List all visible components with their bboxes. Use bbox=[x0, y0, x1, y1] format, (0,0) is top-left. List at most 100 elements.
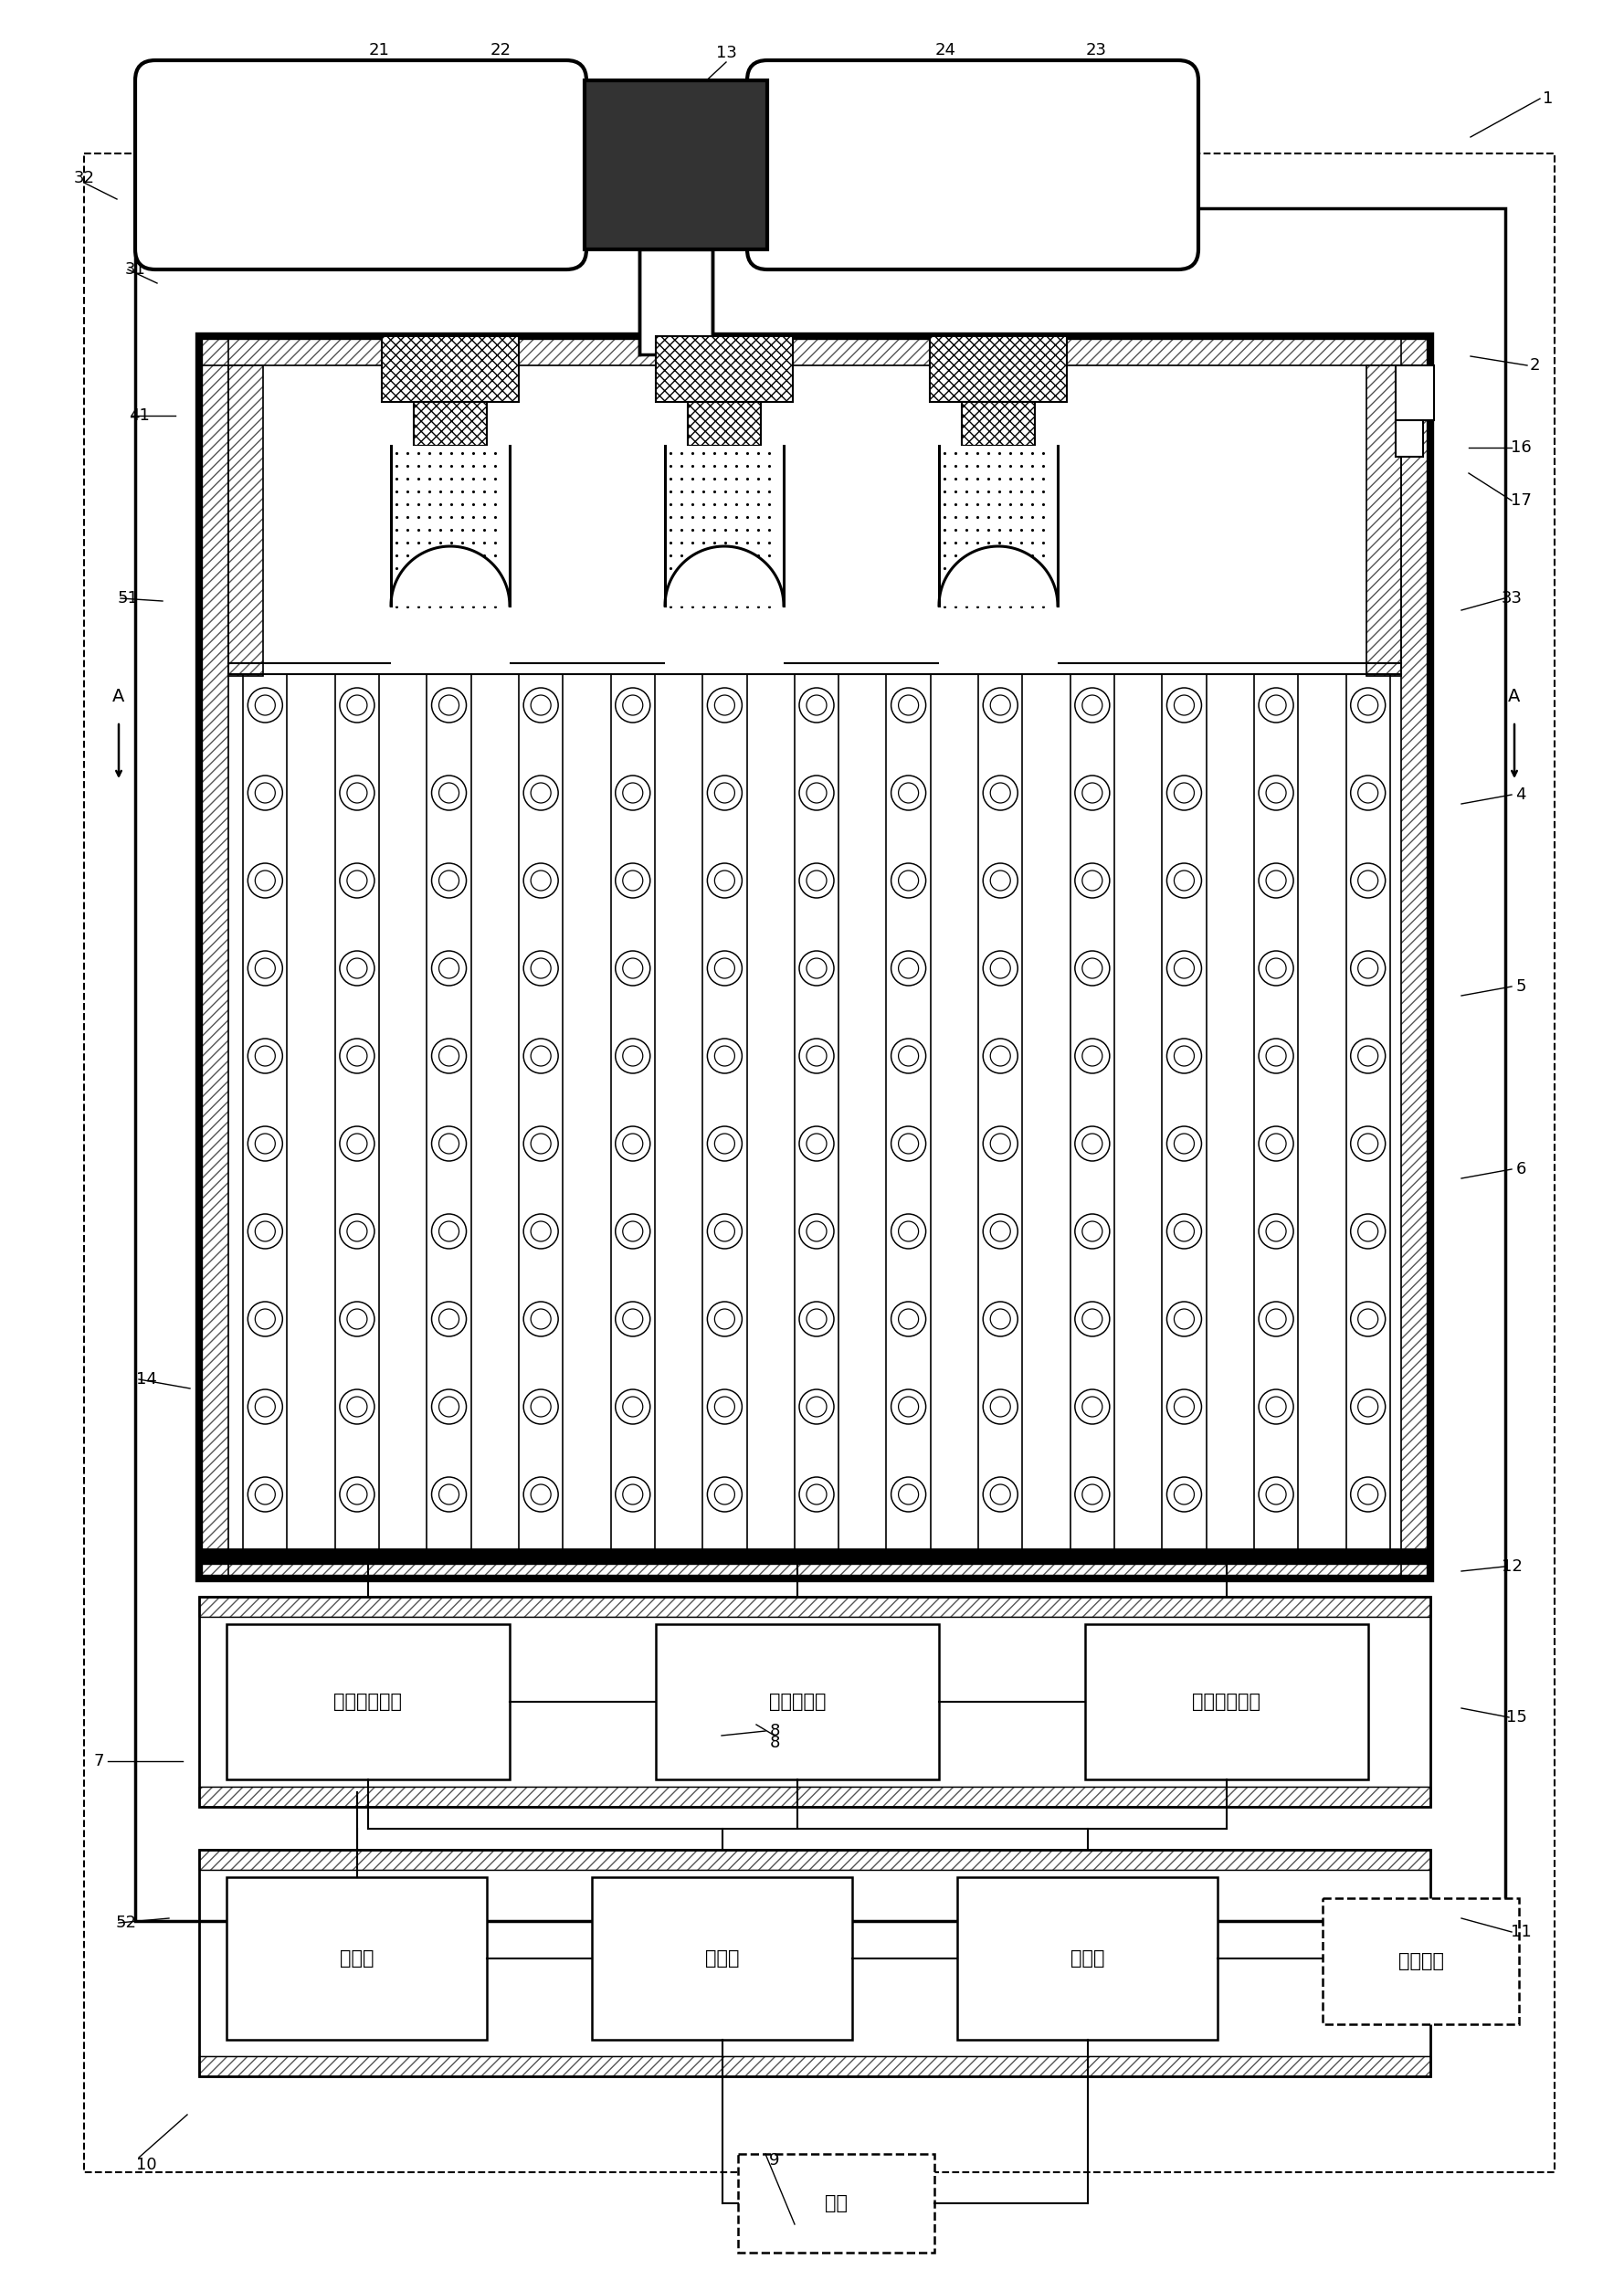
Bar bbox=[1402, 335, 1431, 1578]
Circle shape bbox=[715, 1133, 734, 1154]
Circle shape bbox=[339, 775, 375, 809]
Circle shape bbox=[248, 1040, 283, 1074]
Circle shape bbox=[1267, 958, 1286, 978]
Circle shape bbox=[348, 958, 367, 978]
Circle shape bbox=[1082, 1309, 1103, 1329]
Circle shape bbox=[1174, 958, 1194, 978]
Bar bbox=[229, 365, 263, 675]
Circle shape bbox=[1082, 1484, 1103, 1505]
Circle shape bbox=[1174, 1309, 1194, 1329]
Bar bbox=[664, 447, 784, 666]
Text: 交流电网: 交流电网 bbox=[1398, 1952, 1444, 1970]
Circle shape bbox=[1075, 1040, 1109, 1074]
Circle shape bbox=[1259, 689, 1293, 723]
Circle shape bbox=[1075, 775, 1109, 809]
Circle shape bbox=[339, 1477, 375, 1512]
Circle shape bbox=[523, 1389, 559, 1425]
Circle shape bbox=[1267, 1222, 1286, 1240]
Circle shape bbox=[991, 1484, 1010, 1505]
Bar bbox=[1254, 675, 1298, 1553]
Bar bbox=[591, 1876, 853, 2041]
Circle shape bbox=[248, 1126, 283, 1161]
Bar bbox=[229, 365, 263, 675]
Circle shape bbox=[807, 958, 827, 978]
Circle shape bbox=[1075, 1126, 1109, 1161]
Circle shape bbox=[1166, 951, 1202, 985]
Text: 31: 31 bbox=[125, 262, 146, 278]
Circle shape bbox=[432, 864, 466, 898]
Circle shape bbox=[1075, 951, 1109, 985]
Circle shape bbox=[991, 1222, 1010, 1240]
Bar bbox=[656, 335, 793, 401]
Circle shape bbox=[892, 1126, 926, 1161]
Text: 23: 23 bbox=[1085, 41, 1106, 59]
Circle shape bbox=[248, 1477, 283, 1512]
Circle shape bbox=[255, 1222, 274, 1240]
Circle shape bbox=[708, 1477, 742, 1512]
Circle shape bbox=[615, 951, 650, 985]
Circle shape bbox=[892, 689, 926, 723]
Circle shape bbox=[1358, 958, 1379, 978]
Circle shape bbox=[1075, 1302, 1109, 1336]
Circle shape bbox=[622, 782, 643, 803]
Circle shape bbox=[1358, 1047, 1379, 1067]
Bar bbox=[961, 401, 1034, 447]
Circle shape bbox=[898, 958, 919, 978]
Text: 41: 41 bbox=[128, 408, 149, 424]
Bar bbox=[1395, 365, 1434, 420]
Circle shape bbox=[1166, 1040, 1202, 1074]
Circle shape bbox=[799, 1126, 833, 1161]
Circle shape bbox=[622, 871, 643, 891]
Circle shape bbox=[255, 695, 274, 716]
Circle shape bbox=[531, 871, 551, 891]
Circle shape bbox=[523, 1126, 559, 1161]
Circle shape bbox=[531, 958, 551, 978]
Circle shape bbox=[892, 951, 926, 985]
Circle shape bbox=[339, 1213, 375, 1249]
Bar bbox=[1322, 1899, 1518, 2025]
Circle shape bbox=[1166, 1477, 1202, 1512]
Circle shape bbox=[991, 695, 1010, 716]
Circle shape bbox=[991, 871, 1010, 891]
Circle shape bbox=[523, 775, 559, 809]
Circle shape bbox=[708, 689, 742, 723]
Bar bbox=[585, 80, 767, 249]
Text: 逆变器: 逆变器 bbox=[1070, 1949, 1104, 1968]
Circle shape bbox=[348, 1309, 367, 1329]
Circle shape bbox=[799, 1389, 833, 1425]
Circle shape bbox=[898, 1222, 919, 1240]
Bar bbox=[427, 675, 471, 1553]
Circle shape bbox=[1174, 871, 1194, 891]
Bar bbox=[957, 1876, 1218, 2041]
Circle shape bbox=[799, 1302, 833, 1336]
Circle shape bbox=[892, 775, 926, 809]
Text: 控制器: 控制器 bbox=[339, 1949, 374, 1968]
Circle shape bbox=[807, 1398, 827, 1416]
Circle shape bbox=[708, 1040, 742, 1074]
Bar bbox=[226, 1876, 487, 2041]
Circle shape bbox=[438, 1309, 460, 1329]
Circle shape bbox=[531, 1398, 551, 1416]
Circle shape bbox=[799, 775, 833, 809]
Circle shape bbox=[615, 1126, 650, 1161]
Bar bbox=[200, 1548, 1431, 1578]
Circle shape bbox=[438, 958, 460, 978]
Circle shape bbox=[1259, 1040, 1293, 1074]
Circle shape bbox=[1166, 1213, 1202, 1249]
Circle shape bbox=[1351, 689, 1385, 723]
Circle shape bbox=[1351, 1040, 1385, 1074]
Circle shape bbox=[799, 951, 833, 985]
Circle shape bbox=[432, 1389, 466, 1425]
Circle shape bbox=[339, 1126, 375, 1161]
Circle shape bbox=[799, 689, 833, 723]
Circle shape bbox=[898, 1484, 919, 1505]
Circle shape bbox=[1174, 1484, 1194, 1505]
Circle shape bbox=[799, 1040, 833, 1074]
Bar bbox=[931, 335, 1067, 401]
Circle shape bbox=[615, 1302, 650, 1336]
Text: 8: 8 bbox=[770, 1724, 780, 1740]
Circle shape bbox=[1082, 958, 1103, 978]
Circle shape bbox=[1259, 864, 1293, 898]
Circle shape bbox=[715, 1047, 734, 1067]
Bar bbox=[200, 335, 1431, 1578]
